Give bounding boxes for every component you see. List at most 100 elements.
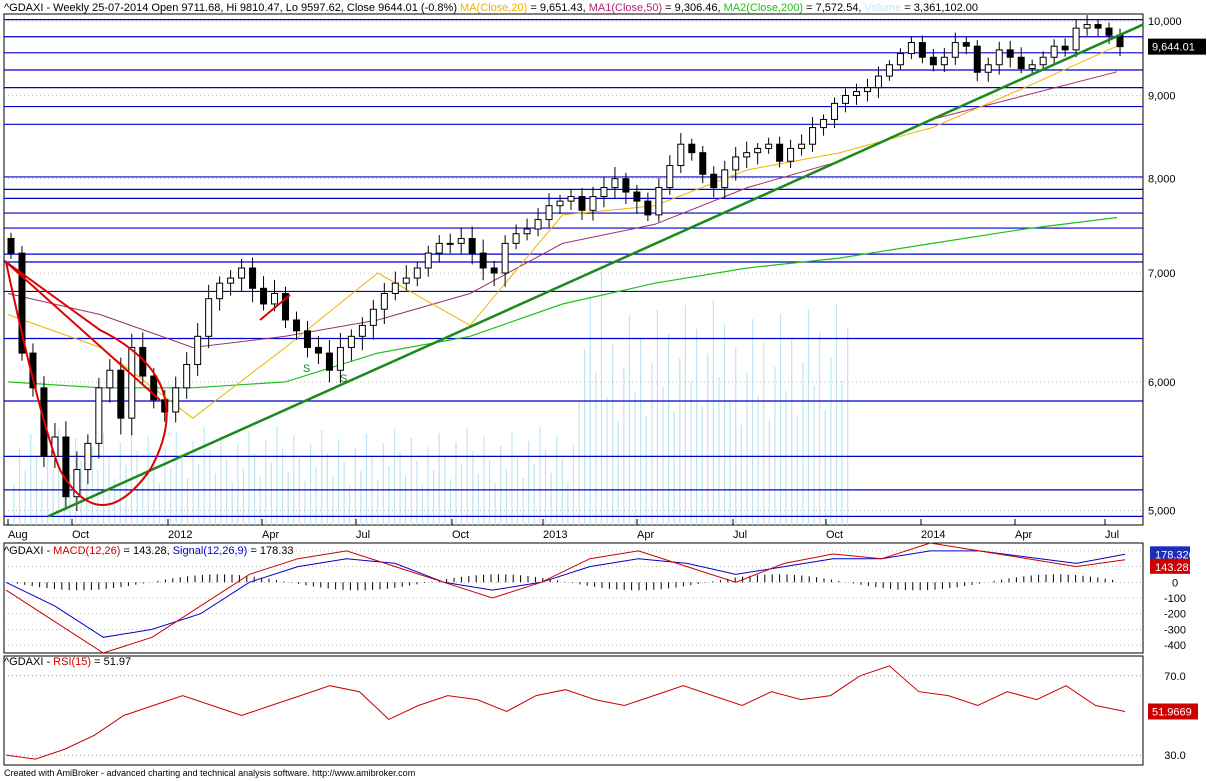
ma50-line — [7, 71, 1118, 349]
signal-value-box — [1150, 546, 1190, 562]
candle-body — [62, 436, 70, 498]
y-tick-label: 9,000 — [1148, 90, 1176, 102]
candle-body — [1050, 45, 1058, 58]
candle-body — [282, 292, 290, 321]
x-axis-label: Jul — [733, 529, 747, 541]
candle-body — [512, 233, 520, 244]
candle-body — [809, 127, 817, 145]
ma200-line — [7, 216, 1118, 389]
candle-body — [633, 191, 641, 202]
candle-body — [523, 228, 531, 235]
candle-body — [117, 369, 125, 419]
header-run: = 178.33 — [247, 545, 294, 557]
candle-body — [1039, 56, 1047, 66]
x-axis-label: Jul — [1105, 529, 1119, 541]
price-header: ^GDAXI - Weekly 25-07-2014 Open 9711.68,… — [4, 2, 978, 14]
candle-body — [732, 156, 740, 171]
signal-line — [5, 550, 1126, 638]
candle-body — [391, 282, 399, 294]
candle-body — [106, 369, 114, 389]
candle-body — [688, 143, 696, 154]
candle-body — [699, 152, 707, 175]
candle-body — [820, 118, 828, 129]
candle-body — [874, 75, 882, 89]
candle-body — [424, 252, 432, 269]
x-axis-label: Oct — [826, 529, 843, 541]
candle-body — [292, 319, 300, 332]
header-run: Signal(12,26,9) — [172, 545, 248, 557]
header-run: ^GDAXI - — [4, 545, 54, 557]
rsi-value-box — [1148, 703, 1198, 720]
rsi-line — [5, 665, 1126, 760]
candle-body — [556, 200, 564, 207]
macd-value-box — [1150, 558, 1190, 574]
x-axis-label: Aug — [8, 529, 28, 541]
candle-body — [435, 242, 443, 254]
candle-body — [1028, 64, 1036, 70]
candle-body — [183, 363, 191, 389]
x-axis-label: 2014 — [921, 529, 945, 541]
candle-body — [907, 42, 915, 55]
x-axis-label: Apr — [637, 529, 654, 541]
cup-arc — [4, 259, 168, 506]
candle-body — [611, 178, 619, 189]
candle-body — [765, 143, 773, 149]
macd-tick-label: -400 — [1164, 640, 1186, 652]
x-axis-label: Oct — [452, 529, 469, 541]
header-run: = 9,651.43, — [527, 2, 589, 14]
x-axis-label: Jul — [356, 529, 370, 541]
candle-body — [940, 56, 948, 66]
candle-body — [578, 196, 586, 211]
macd-tick-label: -300 — [1164, 624, 1186, 636]
candle-body — [589, 196, 597, 211]
header-run: = 143.28, — [120, 545, 173, 557]
candle-body — [172, 387, 180, 413]
candle-body — [600, 187, 608, 198]
candle-body — [1006, 49, 1014, 58]
rsi-value-label: 51.9669 — [1152, 706, 1192, 718]
candle-body — [743, 152, 751, 158]
header-run: MA2(Close,200) — [723, 2, 804, 14]
header-run: = 3,361,102.00 — [901, 2, 979, 14]
candle-body — [314, 346, 322, 354]
header-run: = 9,306.46, — [662, 2, 724, 14]
candle-body — [973, 45, 981, 73]
header-run: ^GDAXI - — [4, 656, 54, 668]
candle-body — [457, 238, 465, 244]
header-run: Volume — [864, 2, 902, 14]
candle-body — [666, 165, 674, 189]
candle-body — [249, 267, 257, 289]
candle-body — [303, 330, 311, 348]
candle-body — [18, 252, 26, 354]
rsi-tick-label: 30.0 — [1164, 750, 1185, 762]
macd-tick-label: 0 — [1172, 577, 1178, 589]
rsi-panel-frame — [3, 655, 1144, 766]
candle-body — [567, 196, 575, 202]
candle-body — [1105, 27, 1113, 36]
y-tick-label: 6,000 — [1148, 377, 1176, 389]
signal-value-label: 178.326 — [1155, 549, 1195, 561]
candle-body — [677, 143, 685, 167]
macd-tick-label: -200 — [1164, 609, 1186, 621]
header-run: RSI(15) — [53, 656, 92, 668]
macd-header: ^GDAXI - MACD(12,26) = 143.28, Signal(12… — [4, 545, 294, 557]
candle-body — [402, 277, 410, 284]
y-tick-label: 5,000 — [1148, 506, 1176, 518]
rsi-header: ^GDAXI - RSI(15) = 51.97 — [4, 656, 131, 668]
x-axis-label: Oct — [72, 529, 89, 541]
candle-body — [863, 87, 871, 93]
macd-line — [5, 542, 1126, 654]
header-run: = 51.97 — [91, 656, 132, 668]
candle-body — [260, 287, 268, 305]
uptrend-line — [47, 23, 1144, 518]
candle-body — [885, 64, 893, 77]
candle-body — [622, 178, 630, 193]
candle-body — [413, 267, 421, 279]
header-run: MA1(Close,50) — [588, 2, 663, 14]
ma20-line — [7, 45, 1118, 419]
candle-body — [721, 169, 729, 189]
candle-body — [1094, 24, 1102, 29]
candle-body — [545, 205, 553, 221]
candle-body — [831, 102, 839, 120]
